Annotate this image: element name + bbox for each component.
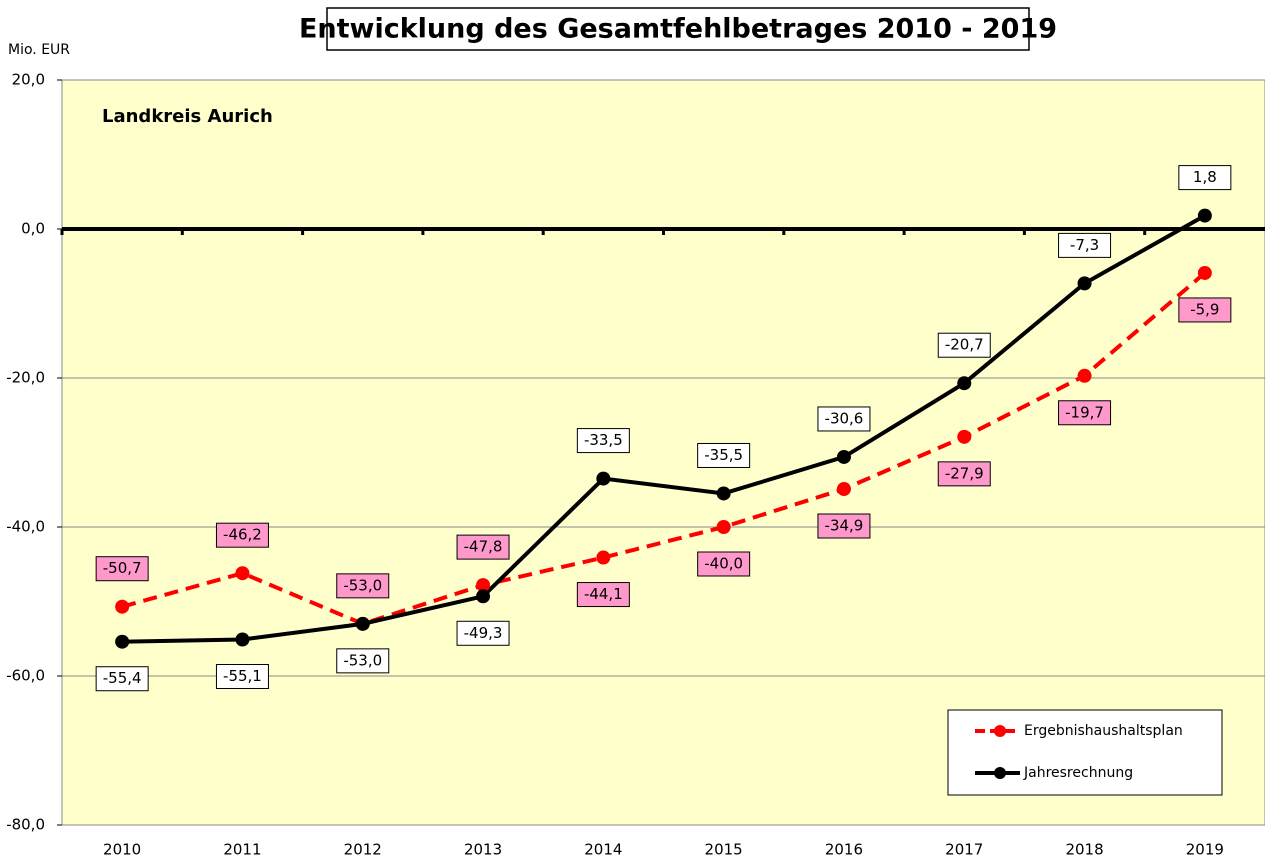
point — [716, 520, 731, 534]
value-label: -44,1 — [584, 585, 623, 603]
point — [1197, 208, 1212, 223]
x-tick-label: 2016 — [825, 841, 863, 859]
value-label: -20,7 — [945, 336, 984, 354]
value-label-box — [1058, 232, 1112, 258]
x-tick-label: 2013 — [464, 841, 502, 859]
point — [235, 566, 250, 581]
x-tick-label: 2010 — [103, 841, 141, 859]
y-tick-label: -80,0 — [6, 816, 45, 834]
x-tick-label: 2018 — [1065, 841, 1103, 859]
annotation: Landkreis Aurich — [102, 106, 273, 127]
point — [355, 616, 370, 631]
value-label: -49,3 — [464, 624, 503, 642]
value-label-box — [215, 663, 269, 689]
x-tick-label: 2014 — [584, 841, 622, 859]
legend-label: Jahresrechnung — [1023, 765, 1133, 781]
value-label: -33,5 — [584, 431, 623, 449]
point — [115, 634, 130, 649]
value-label-box — [456, 620, 510, 646]
value-label: -5,9 — [1190, 300, 1219, 318]
series-line — [122, 213, 1206, 644]
value-label-box — [576, 428, 630, 454]
plot-area — [61, 79, 1265, 826]
y-tick-label: -60,0 — [6, 667, 45, 685]
value-label-box — [1178, 297, 1232, 323]
y-tick-label: -40,0 — [6, 518, 45, 536]
value-label-box — [817, 406, 871, 432]
value-label: -47,8 — [464, 538, 503, 556]
chart-title: Entwicklung des Gesamtfehlbetrages 2010 … — [299, 14, 1057, 45]
x-tick-label: 2015 — [705, 841, 743, 859]
y-tick-label: -20,0 — [6, 369, 45, 387]
point — [836, 449, 851, 464]
y-axis-label: Mio. EUR — [8, 42, 70, 58]
point — [1197, 265, 1212, 280]
value-label: -46,2 — [223, 526, 262, 544]
point — [115, 599, 130, 614]
x-tick-label: 2011 — [223, 841, 261, 859]
value-label-box — [576, 582, 630, 608]
value-label-box — [697, 442, 751, 468]
value-label: -30,6 — [825, 409, 864, 427]
value-label-box — [336, 573, 390, 599]
legend-label: Ergebnishaushaltsplan — [1024, 723, 1183, 739]
point — [957, 376, 972, 391]
y-tick-label: 20,0 — [12, 71, 45, 89]
point — [1077, 368, 1092, 383]
value-label-box — [215, 522, 269, 548]
value-label-box — [336, 648, 390, 674]
legend-marker — [994, 767, 1006, 779]
point — [716, 486, 731, 501]
value-label: -7,3 — [1070, 236, 1099, 254]
value-label-box — [937, 332, 991, 358]
legend-marker — [994, 725, 1006, 737]
value-label-box — [1178, 165, 1232, 191]
point — [836, 482, 851, 497]
point — [1077, 276, 1092, 291]
point — [596, 550, 611, 565]
value-label: 1,8 — [1193, 168, 1217, 186]
value-label: -55,4 — [103, 669, 142, 687]
value-label: -53,0 — [343, 651, 382, 669]
value-label-box — [95, 666, 149, 692]
x-tick-label: 2019 — [1186, 841, 1224, 859]
point — [476, 578, 491, 593]
x-tick-label: 2012 — [344, 841, 382, 859]
value-label: -34,9 — [825, 517, 864, 535]
value-label: -53,0 — [343, 576, 382, 594]
y-tick-label: 0,0 — [21, 220, 45, 238]
value-label: -27,9 — [945, 464, 984, 482]
value-label: -40,0 — [704, 555, 743, 573]
value-label: -19,7 — [1065, 403, 1104, 421]
point — [957, 429, 972, 444]
value-label-box — [697, 551, 751, 577]
legend-box — [947, 709, 1223, 796]
point — [235, 632, 250, 647]
point — [476, 589, 491, 604]
value-label-box — [817, 513, 871, 539]
value-label: -55,1 — [223, 667, 262, 685]
point — [596, 471, 611, 486]
value-label: -50,7 — [103, 559, 142, 577]
x-tick-label: 2017 — [945, 841, 983, 859]
value-label-box — [95, 556, 149, 582]
value-label-box — [937, 461, 991, 487]
value-label: -35,5 — [704, 446, 743, 464]
value-label-box — [1058, 400, 1112, 426]
series-line — [121, 271, 1207, 626]
value-label-box — [456, 534, 510, 560]
title-box — [326, 7, 1030, 51]
